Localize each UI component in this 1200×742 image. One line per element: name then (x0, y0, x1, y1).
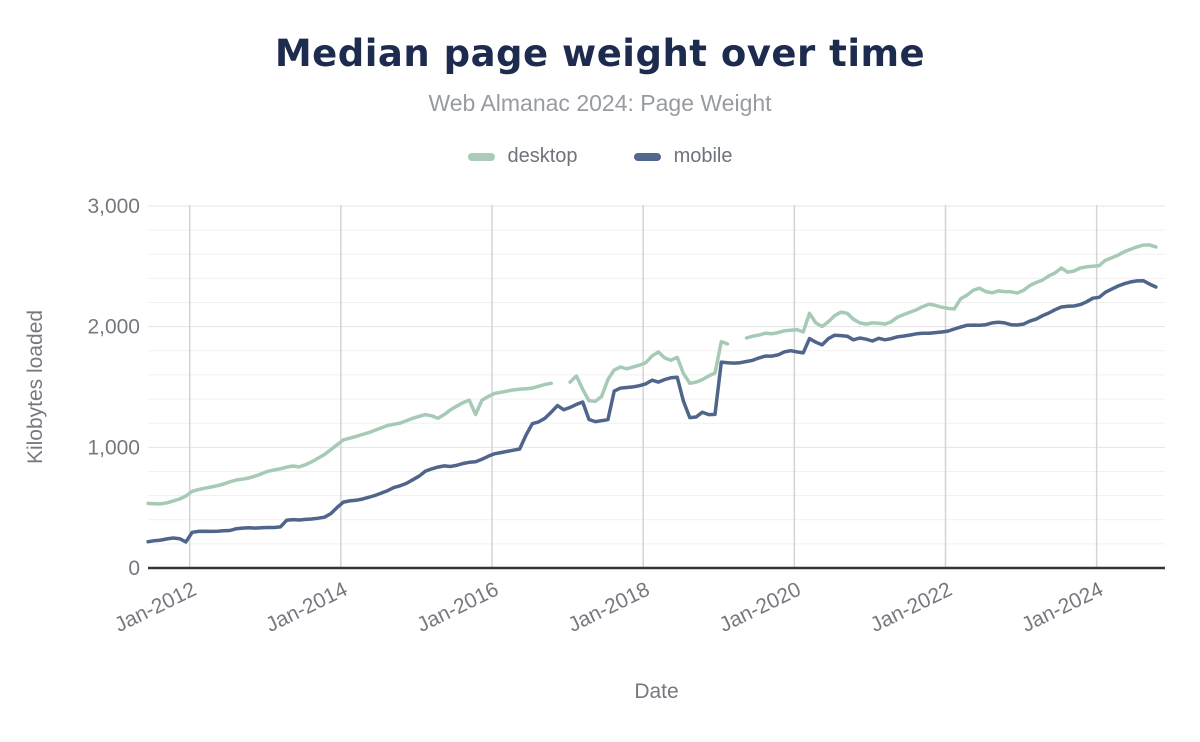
series-line-mobile[interactable] (146, 278, 1158, 544)
x-tick-label: Jan-2016 (413, 578, 502, 637)
chart-subtitle: Web Almanac 2024: Page Weight (428, 90, 772, 116)
chart-title: Median page weight over time (274, 32, 926, 75)
y-tick-label: 1,000 (87, 436, 140, 459)
x-tick-label: Jan-2024 (1018, 578, 1107, 637)
x-tick-label: Jan-2022 (867, 578, 956, 637)
x-tick-label: Jan-2012 (111, 578, 200, 637)
x-tick-label: Jan-2018 (565, 578, 654, 637)
series-line-desktop[interactable] (146, 243, 1158, 506)
y-tick-label: 3,000 (87, 195, 140, 218)
legend-label-desktop: desktop (507, 145, 578, 167)
x-axis-title: Date (634, 680, 678, 703)
legend: desktop mobile (0, 145, 1200, 168)
mobile-series-swatch (633, 152, 661, 161)
legend-item-desktop[interactable]: desktop (467, 145, 578, 168)
desktop-series-swatch (467, 152, 495, 161)
legend-item-mobile[interactable]: mobile (633, 145, 733, 168)
x-tick-label: Jan-2020 (716, 578, 805, 637)
legend-label-mobile: mobile (673, 145, 733, 167)
y-tick-label: 0 (128, 557, 140, 580)
y-axis-title: Kilobytes loaded (24, 310, 47, 464)
y-tick-label: 2,000 (87, 316, 140, 339)
x-tick-label: Jan-2014 (262, 578, 351, 637)
